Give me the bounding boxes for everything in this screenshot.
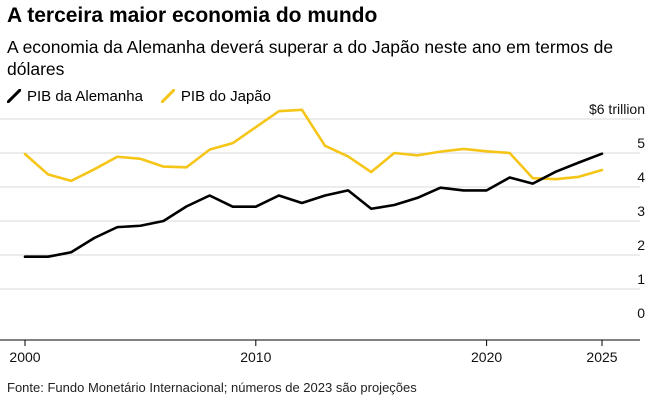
source-note: Fonte: Fundo Monetário Internacional; nú… xyxy=(7,380,417,395)
y-tick-label-1: 1 xyxy=(637,271,645,287)
chart-title: A terceira maior economia do mundo xyxy=(7,4,378,27)
y-tick-label-6: $6 trillion xyxy=(589,101,645,117)
series-line-japan xyxy=(23,108,604,183)
legend-item-germany: PIB da Alemanha xyxy=(7,88,143,105)
y-tick-label-5: 5 xyxy=(637,135,645,151)
legend-swatch-germany xyxy=(7,89,21,103)
legend-label-japan: PIB do Japão xyxy=(180,87,271,105)
x-tick-label-2025: 2025 xyxy=(586,349,617,365)
y-tick-label-4: 4 xyxy=(637,169,645,185)
x-tick-label-2000: 2000 xyxy=(9,349,40,365)
x-tick-label-2020: 2020 xyxy=(471,349,502,365)
x-tick-label-2010: 2010 xyxy=(240,349,271,365)
legend-item-japan: PIB do Japão xyxy=(160,87,271,105)
chart-subtitle: A economia da Alemanha deverá superar a … xyxy=(7,37,614,79)
y-tick-label-3: 3 xyxy=(637,203,645,219)
legend-label-germany: PIB da Alemanha xyxy=(27,87,143,105)
legend-swatch-japan xyxy=(160,89,175,103)
y-tick-label-0: 0 xyxy=(637,305,645,321)
legend: PIB da Alemanha PIB do Japão xyxy=(7,86,289,106)
y-tick-label-2: 2 xyxy=(637,237,645,253)
series-line-germany xyxy=(23,152,604,259)
